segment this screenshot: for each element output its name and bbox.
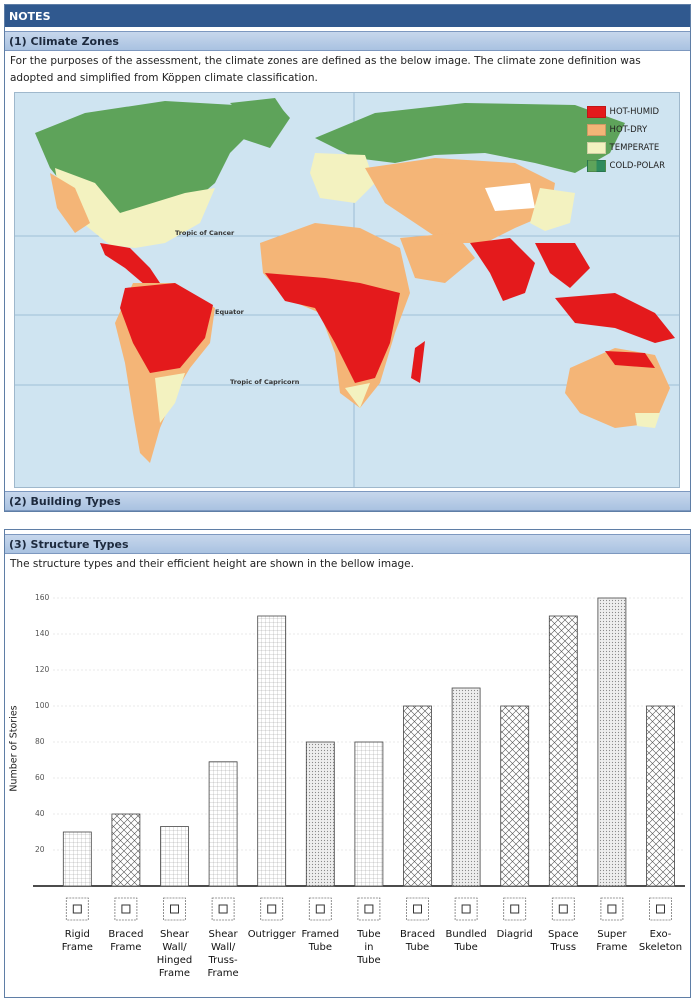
bar-2 [160, 826, 189, 887]
y-tick-label: 160 [35, 593, 50, 602]
plan-icon [114, 897, 138, 921]
plan-core-icon [315, 904, 325, 914]
plan-icon [211, 897, 235, 921]
climate-zones-heading: (1) Climate Zones [5, 31, 690, 51]
structure-height-chart: Number of Stories 20 40 60 80 100 120 140 160 R… [5, 578, 690, 998]
legend-swatch [586, 142, 606, 154]
bar-6 [354, 741, 384, 887]
equator-label: Equator [215, 308, 244, 316]
notes-header: NOTES [5, 5, 690, 27]
climate-description: For the purposes of the assessment, the … [10, 53, 641, 87]
plan-icon [551, 897, 575, 921]
category-label: Braced Frame [108, 929, 144, 953]
bar-8 [451, 687, 481, 887]
bar-3 [208, 761, 238, 887]
bar-10 [548, 615, 578, 887]
plan-core-icon [218, 904, 228, 914]
category-label: Outrigger [247, 929, 296, 940]
category-label: Braced Tube [399, 929, 436, 953]
y-tick-label: 100 [35, 701, 50, 710]
building-types-heading: (2) Building Types [5, 491, 690, 511]
legend-item-hot-humid: HOT-HUMID [586, 103, 665, 121]
plan-core-icon [121, 904, 131, 914]
legend-label: HOT-DRY [609, 125, 648, 135]
y-tick-label: 120 [35, 665, 50, 674]
plan-core-icon [364, 904, 374, 914]
plan-icon [308, 897, 332, 921]
plan-icon [649, 897, 672, 921]
plan-icon [163, 897, 186, 921]
climate-description-line-2: adopted and simplified from Köppen clima… [10, 72, 318, 84]
plan-icon [600, 897, 624, 921]
legend-item-temperate: TEMPERATE [586, 139, 665, 157]
plan-core-icon [558, 904, 568, 914]
climate-zone-map: Tropic of Cancer Equator Tropic of Capri… [14, 92, 680, 488]
category-label: Super Frame [596, 929, 628, 953]
bar-7 [403, 705, 432, 887]
legend-item-cold-polar: COLD-POLAR [586, 157, 665, 175]
plan-core-icon [413, 904, 422, 914]
structure-types-panel: (3) Structure Types The structure types … [4, 529, 691, 998]
category-label: Diagrid [496, 929, 533, 940]
bar-0 [62, 831, 92, 887]
legend-swatch [586, 160, 606, 172]
y-tick-label: 40 [35, 809, 45, 818]
notes-panel: NOTES (1) Climate Zones For the purposes… [4, 4, 691, 512]
plan-core-icon [267, 904, 277, 914]
plan-icon [454, 897, 478, 921]
bar-9 [500, 705, 530, 887]
y-tick-label: 60 [35, 773, 45, 782]
legend-label: COLD-POLAR [609, 161, 665, 171]
legend-swatch [586, 124, 606, 136]
category-label: Shear Wall/ Hinged Frame [156, 929, 193, 979]
legend-item-hot-dry: HOT-DRY [586, 121, 665, 139]
legend-swatch [586, 106, 606, 118]
bar-5 [305, 741, 335, 887]
category-label: Shear Wall/ Truss- Frame [207, 929, 239, 979]
tropic-of-capricorn-label: Tropic of Capricorn [230, 378, 300, 386]
climate-description-line-1: For the purposes of the assessment, the … [10, 55, 641, 67]
legend-label: TEMPERATE [609, 143, 660, 153]
legend-label: HOT-HUMID [609, 107, 660, 117]
y-tick-label: 140 [35, 629, 50, 638]
plan-core-icon [607, 904, 617, 914]
plan-icon [260, 897, 284, 921]
bar-4 [257, 615, 287, 887]
plan-core-icon [72, 904, 82, 914]
plan-core-icon [510, 904, 520, 914]
category-label: Rigid Frame [61, 929, 93, 953]
bar-11 [597, 597, 627, 887]
structure-description: The structure types and their efficient … [10, 558, 414, 570]
plan-icon [503, 897, 527, 921]
plan-icon [357, 897, 381, 921]
world-map-graphic [15, 93, 679, 487]
chart-graphic [33, 597, 685, 921]
category-label: Space Truss [548, 929, 579, 953]
category-label: Exo- Skeleton [638, 929, 683, 953]
bar-1 [111, 813, 141, 887]
climate-legend: HOT-HUMID HOT-DRY TEMPERATE COLD-POLAR [586, 103, 665, 175]
plan-icon [65, 897, 89, 921]
y-tick-label: 80 [35, 737, 45, 746]
tropic-of-cancer-label: Tropic of Cancer [175, 229, 235, 237]
plan-core-icon [170, 904, 179, 914]
category-label: Bundled Tube [445, 929, 487, 953]
structure-types-heading: (3) Structure Types [5, 534, 690, 554]
y-tick-label: 20 [35, 845, 45, 854]
plan-core-icon [461, 904, 471, 914]
plan-core-icon [656, 904, 665, 914]
category-label: Framed Tube [301, 929, 340, 953]
bar-12 [646, 705, 675, 887]
category-label: Tube in Tube [357, 929, 381, 966]
plan-icon [406, 897, 429, 921]
